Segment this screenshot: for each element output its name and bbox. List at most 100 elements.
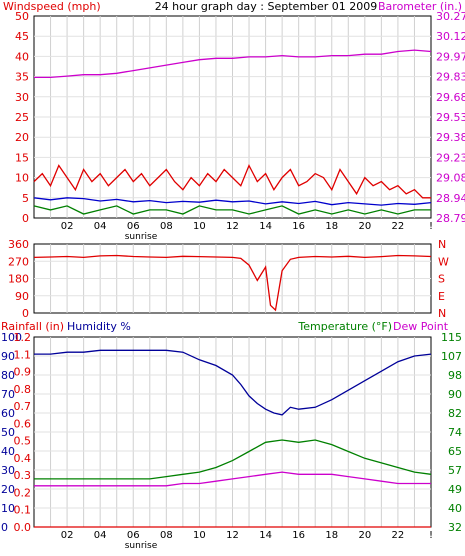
temperature-tick-label: 65: [448, 445, 462, 458]
direction-degree-tick-label: 270: [8, 255, 29, 268]
humidity-tick-label: 40: [1, 445, 15, 458]
rainfall-tick-label: 0.8: [14, 383, 32, 396]
rainfall-tick-label: 0.1: [14, 504, 32, 517]
humidity-tick-label: 20: [1, 483, 15, 496]
barometer-tick-label: 29.53: [436, 111, 465, 124]
temperature-tick-label: 40: [448, 502, 462, 515]
rainfall-tick-label: 0.7: [14, 400, 32, 413]
chart-0-x-tick-label: 16: [292, 221, 305, 232]
chart-2-x-tick-label: 04: [94, 530, 107, 541]
direction-compass-tick-label: N: [438, 238, 446, 251]
temperature-tick-label: 98: [448, 369, 462, 382]
climate-series-line-1: [34, 439, 432, 480]
direction-compass-tick-label: W: [438, 255, 449, 268]
humidity-tick-label: 50: [1, 426, 15, 439]
windspeed-tick-label: 0: [22, 212, 29, 225]
chart-0-x-tick-label: 18: [325, 221, 338, 232]
dew-point-axis-title: Dew Point: [393, 320, 449, 333]
rainfall-tick-label: 1.2: [14, 331, 32, 344]
chart-0-x-tick-label: 06: [127, 221, 140, 232]
windspeed-tick-label: 30: [15, 91, 29, 104]
chart-2-x-tick-label: 16: [292, 530, 305, 541]
temperature-tick-label: 32: [448, 521, 462, 534]
humidity-axis-title: Humidity %: [67, 320, 131, 333]
direction-compass-tick-label: E: [438, 290, 445, 303]
rainfall-tick-label: 0.3: [14, 469, 32, 482]
temperature-tick-label: 49: [448, 483, 462, 496]
wind-series-line-0: [34, 49, 432, 79]
windspeed-tick-label: 50: [15, 10, 29, 23]
barometer-axis-title: Barometer (in.): [378, 0, 462, 13]
windspeed-tick-label: 35: [15, 71, 29, 84]
humidity-tick-label: 80: [1, 369, 15, 382]
climate-series-line-0: [34, 349, 432, 416]
windspeed-tick-label: 20: [15, 131, 29, 144]
barometer-tick-label: 28.94: [436, 192, 465, 205]
rainfall-tick-label: 0.0: [14, 521, 32, 534]
chart-0-x-tick-label: 14: [259, 221, 272, 232]
sunrise-label-bottom: sunrise: [125, 541, 158, 551]
humidity-tick-label: 30: [1, 464, 15, 477]
humidity-tick-label: 90: [1, 350, 15, 363]
rainfall-tick-label: 0.2: [14, 486, 32, 499]
windspeed-tick-label: 25: [15, 111, 29, 124]
barometer-tick-label: 30.12: [436, 30, 465, 43]
humidity-tick-label: 60: [1, 407, 15, 420]
chart-2-x-tick-label: 10: [193, 530, 206, 541]
chart-0-x-tick-label: 08: [160, 221, 173, 232]
temperature-tick-label: 74: [448, 426, 462, 439]
chart-0-x-tick-label: 20: [358, 221, 371, 232]
barometer-tick-label: 29.68: [436, 91, 465, 104]
windspeed-tick-label: 45: [15, 30, 29, 43]
chart-2-x-tick-label: 08: [160, 530, 173, 541]
windspeed-axis-title: Windspeed (mph): [3, 0, 101, 13]
chart-0-x-tick-label: 22: [392, 221, 405, 232]
direction-degree-tick-label: 0: [22, 307, 29, 320]
sunrise-label: sunrise: [125, 232, 158, 242]
direction-degree-tick-label: 90: [15, 290, 29, 303]
barometer-tick-label: 29.23: [436, 151, 465, 164]
rainfall-tick-label: 1.1: [14, 348, 32, 361]
chart-2-x-tick-label: 14: [259, 530, 272, 541]
humidity-tick-label: 10: [1, 502, 15, 515]
temperature-tick-label: 115: [441, 331, 462, 344]
chart-2-x-tick-label: 20: [358, 530, 371, 541]
barometer-tick-label: 30.27: [436, 10, 465, 23]
windspeed-tick-label: 15: [15, 151, 29, 164]
barometer-tick-label: 29.97: [436, 50, 465, 63]
rainfall-tick-label: 0.9: [14, 366, 32, 379]
chart-0-x-tick-label: 02: [61, 221, 74, 232]
temperature-tick-label: 90: [448, 388, 462, 401]
windspeed-tick-label: 5: [22, 192, 29, 205]
direction-compass-tick-label: N: [438, 307, 446, 320]
chart-2-x-tick-label: 06: [127, 530, 140, 541]
temperature-tick-label: 57: [448, 464, 462, 477]
chart-2-x-tick-label: !: [429, 530, 433, 541]
humidity-tick-label: 100: [1, 331, 22, 344]
direction-degree-tick-label: 360: [8, 238, 29, 251]
temperature-tick-label: 82: [448, 407, 462, 420]
chart-0-x-tick-label: 12: [226, 221, 239, 232]
barometer-tick-label: 28.79: [436, 212, 465, 225]
chart-0-x-tick-label: !: [429, 221, 433, 232]
chart-2-x-tick-label: 02: [61, 530, 74, 541]
temperature-axis-title: Temperature (°F): [297, 320, 392, 333]
wind-direction-line-0: [33, 254, 432, 312]
climate-series-line-2: [34, 471, 431, 487]
humidity-tick-label: 0: [1, 521, 8, 534]
temperature-tick-label: 107: [441, 350, 462, 363]
chart-2-x-tick-label: 12: [226, 530, 239, 541]
chart-0-x-tick-label: 10: [193, 221, 206, 232]
windspeed-tick-label: 40: [15, 50, 29, 63]
windspeed-tick-label: 10: [15, 172, 29, 185]
wind-series-line-3: [33, 205, 431, 215]
direction-compass-tick-label: S: [438, 273, 445, 286]
barometer-tick-label: 29.08: [436, 172, 465, 185]
humidity-tick-label: 70: [1, 388, 15, 401]
barometer-tick-label: 29.38: [436, 131, 465, 144]
chart-2-x-tick-label: 22: [392, 530, 405, 541]
rainfall-tick-label: 0.5: [14, 435, 32, 448]
direction-degree-tick-label: 180: [8, 273, 29, 286]
rainfall-tick-label: 0.4: [14, 452, 32, 465]
chart-0-x-tick-label: 04: [94, 221, 107, 232]
